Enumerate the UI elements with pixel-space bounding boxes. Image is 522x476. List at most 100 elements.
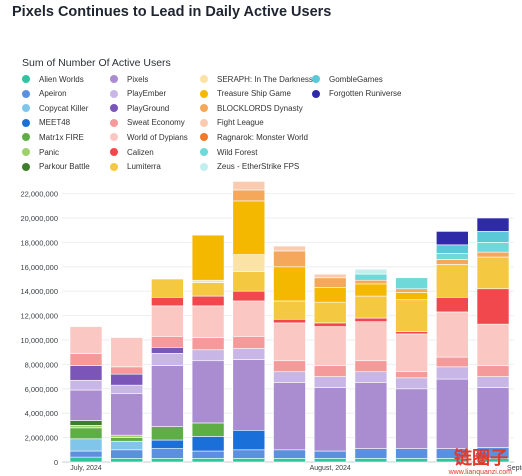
legend-item: PlayEmber [110,88,166,100]
legend-swatch [110,89,118,98]
bar-segment [273,318,306,324]
legend-item: SERAPH: In The Darkness [200,73,313,85]
bar-segment [232,271,266,292]
bar-segment [110,449,143,459]
bar-segment [435,231,469,246]
legend-label: SERAPH: In The Darkness [217,74,313,84]
bar-segment [354,382,388,449]
legend-item: Lumiterra [110,161,161,173]
bar-segment [273,449,306,459]
bar-segment [69,326,103,354]
bar-segment [151,448,184,459]
y-tick-label: 12,000,000 [20,312,58,321]
bar-segment [354,279,388,285]
bar-segment [151,297,184,307]
bar-segment [191,337,225,351]
legend-label: Wild Forest [217,147,258,157]
bar-segment [476,231,510,243]
legend-item: MEET48 [22,117,70,129]
bar-segment [69,389,103,421]
bar-segment [69,379,103,391]
bar-segment [273,300,306,320]
legend-label: Pixels [127,74,149,84]
bar-segment [395,288,428,293]
bar-segment [69,353,103,366]
bar-segment [476,251,510,258]
bar-segment [232,449,266,459]
bar-segment [151,426,184,441]
bar-segment [476,288,510,325]
bar-segment [151,365,184,427]
bar-segment [232,200,266,255]
bar-segment [151,458,184,463]
legend-swatch [200,162,208,171]
bar-segment [313,326,347,366]
legend-label: Ragnarok: Monster World [217,132,308,142]
bar-segment [395,292,428,301]
bar-segment [354,371,388,384]
stacked-bar-chart: 0 2,000,000 4,000,000 6,000,000 8,000,000 10,… [20,181,522,472]
legend-label: PlayGround [127,103,170,113]
legend-title: Sum of Number Of Active Users [22,57,171,69]
legend-item: Copycat Killer [22,102,88,114]
bar-segment [151,305,184,337]
bar-segment [395,333,428,373]
bar-segment [354,458,388,463]
x-tick-label: September, 2024 [507,465,522,472]
bar-segment [232,290,266,302]
legend-label: Sweat Economy [127,118,185,128]
bar-segment [273,382,306,451]
legend-swatch [22,148,30,156]
chart-title: Pixels Continues to Lead in Daily Active… [12,4,332,20]
bar-segment [395,299,428,332]
bar-segment [69,456,103,463]
bar-segment [435,244,469,254]
bar-segment [273,371,306,384]
bar-segment [110,384,143,394]
bar-segment [232,336,266,349]
bar-segment [354,448,388,459]
bar-segment [313,301,347,324]
bar-segment [395,277,428,290]
watermark: 链圈子 [454,448,508,469]
bar-segment [435,253,469,260]
bar-segment [476,323,510,366]
legend-item: Treasure Ship Game [200,88,291,100]
bar-segment [69,450,103,458]
bar-segment [151,439,184,449]
watermark-url: www.lianquanzi.com [448,469,512,476]
bar-segment [435,259,469,265]
bar-segment [395,371,428,379]
legend-label: Parkour Battle [39,162,90,172]
bar-segment [191,360,225,424]
legend-item: BLOCKLORDS Dynasty [200,102,303,114]
y-tick-label: 20,000,000 [20,214,58,223]
legend-swatch [22,133,30,142]
legend-swatch [22,118,30,127]
legend-swatch [110,118,118,127]
legend-item: World of Dypians [110,131,188,143]
legend-item: Sweat Economy [110,117,185,129]
bar-segment [313,273,347,279]
bar-segment [110,434,143,438]
bar-segment [354,360,388,373]
legend-swatch [110,75,118,83]
bar-segment [232,429,266,451]
bar-segment [273,250,306,268]
y-tick-label: 10,000,000 [20,336,58,345]
bar-segment [151,353,184,366]
legend-item: Ragnarok: Monster World [200,131,308,143]
y-tick-label: 6,000,000 [25,385,58,394]
bar-segment [435,264,469,298]
bar-segment [476,376,510,388]
bar-segment [110,337,143,368]
legend-label: Calizen [127,147,154,157]
legend-swatch [312,75,320,83]
legend-label: World of Dypians [127,132,188,142]
bar-segment [191,295,225,307]
bar-segment [69,365,103,381]
bar-segment [395,388,428,449]
legend-label: MEET48 [39,118,71,128]
bar-segment [273,360,306,373]
bar-segment [110,440,143,451]
